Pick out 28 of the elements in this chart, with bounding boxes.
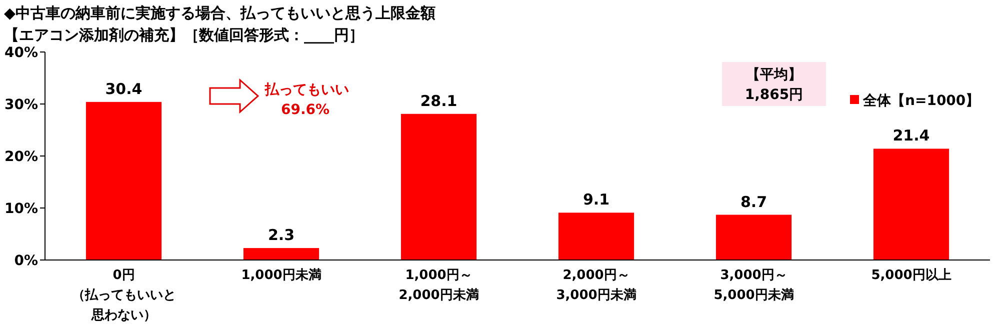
y-tick-label: 0% [14,252,38,269]
data-label: 8.7 [740,192,768,211]
data-label: 30.4 [105,80,142,98]
bar [400,114,477,260]
x-tick-label: 5,000円以上 [871,268,952,283]
data-label: 28.1 [420,92,458,110]
x-tick-label: 0円（払ってもいいと思わない） [72,268,176,323]
chart-title: ◆中古車の納車前に実施する場合、払ってもいいと思う上限金額 [4,4,436,22]
x-tick-label: 1,000円未満 [241,268,322,283]
chart-subtitle: 【エアコン添加剤の補充】［数値回答形式：____円］ [4,26,364,44]
annotation: 払ってもいい 69.6% [264,82,349,118]
y-tick-label: 20% [4,148,38,165]
x-tick-label: 3,000円～5,000円未満 [714,268,794,303]
bar [558,212,634,260]
data-label: 2.3 [268,226,295,244]
annotation: 【平均】 1,865円 [744,67,804,103]
legend-label: 全体【n=1000】 [862,92,980,109]
bar [716,214,792,260]
y-tick-label: 30% [4,96,38,113]
x-tick-label: 2,000円～3,000円未満 [556,268,636,303]
bar [873,148,950,260]
y-tick-label: 40% [4,44,38,61]
bar [86,102,162,260]
data-label: 9.1 [582,190,610,209]
x-tick-label: 1,000円～2,000円未満 [398,268,479,303]
bar [243,248,320,260]
data-label: 21.4 [892,126,930,145]
y-tick-label: 10% [4,200,38,217]
